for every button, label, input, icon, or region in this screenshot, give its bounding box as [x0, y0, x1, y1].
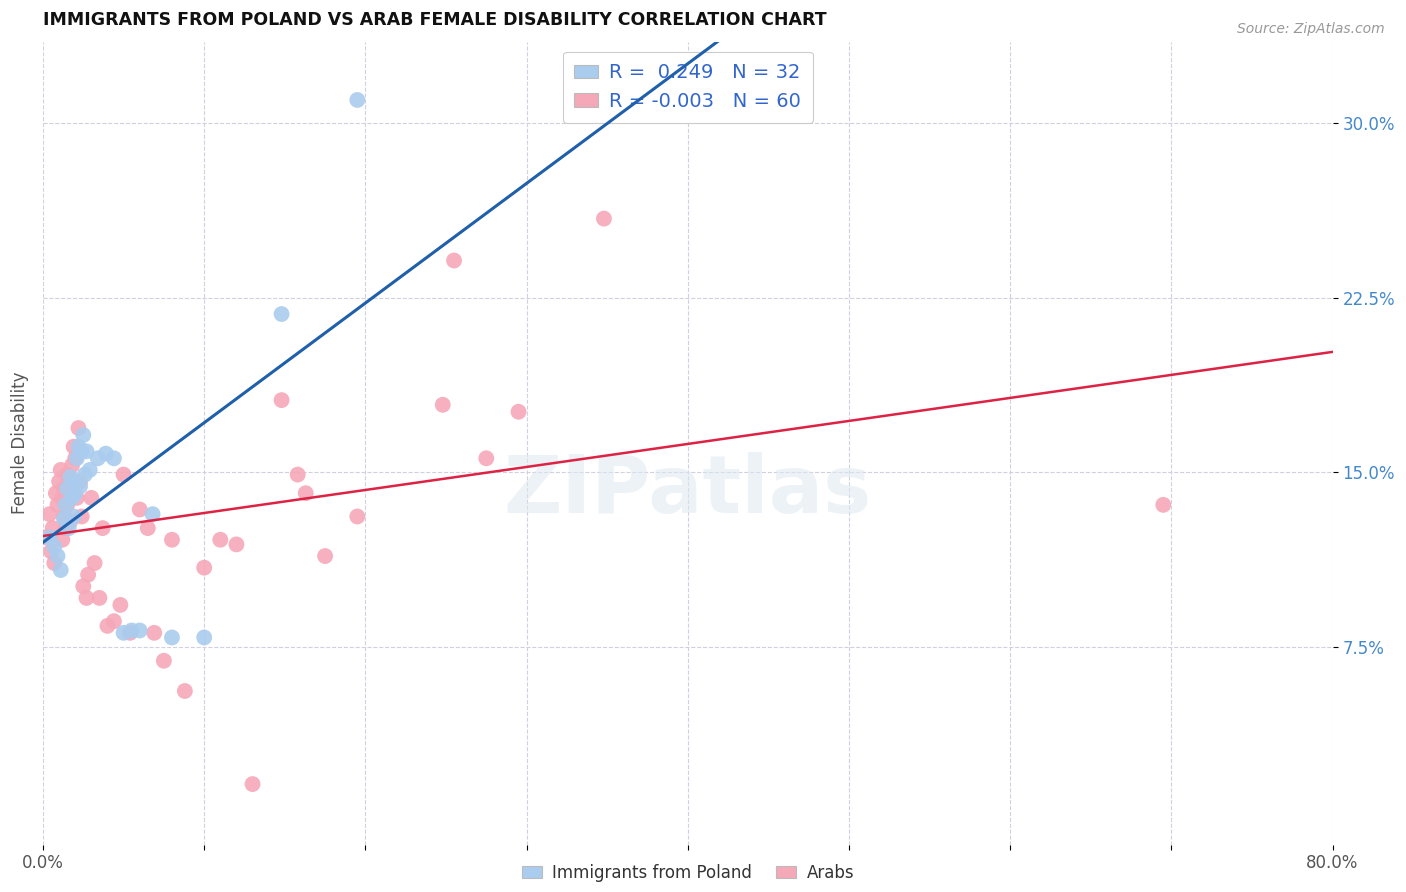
- Point: [110, 598, 132, 612]
- Point: [44, 556, 66, 570]
- Point: [270, 393, 292, 408]
- Point: [83, 556, 105, 570]
- Point: [96, 619, 118, 633]
- Point: [46, 549, 69, 563]
- Point: [60, 458, 83, 473]
- Point: [60, 486, 83, 500]
- Point: [58, 521, 80, 535]
- Point: [62, 509, 84, 524]
- Point: [65, 451, 87, 466]
- Point: [432, 398, 454, 412]
- Point: [346, 509, 368, 524]
- Text: ZIPatlas: ZIPatlas: [503, 452, 872, 531]
- Point: [77, 567, 100, 582]
- Point: [49, 463, 72, 477]
- Y-axis label: Female Disability: Female Disability: [11, 372, 30, 515]
- Point: [209, 533, 232, 547]
- Point: [48, 475, 70, 489]
- Point: [52, 509, 75, 524]
- Point: [76, 444, 98, 458]
- Point: [51, 533, 73, 547]
- Point: [45, 486, 67, 500]
- Point: [59, 514, 82, 528]
- Point: [112, 467, 135, 482]
- Point: [79, 463, 101, 477]
- Point: [76, 591, 98, 605]
- Point: [294, 486, 316, 500]
- Point: [173, 684, 195, 698]
- Point: [70, 444, 93, 458]
- Point: [41, 521, 63, 535]
- Point: [70, 509, 93, 524]
- Point: [87, 451, 110, 466]
- Point: [94, 447, 117, 461]
- Point: [60, 491, 83, 505]
- Point: [287, 467, 309, 482]
- Point: [153, 654, 176, 668]
- Point: [59, 470, 82, 484]
- Point: [128, 624, 150, 638]
- Point: [91, 521, 114, 535]
- Text: IMMIGRANTS FROM POLAND VS ARAB FEMALE DISABILITY CORRELATION CHART: IMMIGRANTS FROM POLAND VS ARAB FEMALE DI…: [44, 11, 827, 29]
- Point: [35, 530, 58, 544]
- Point: [593, 211, 616, 226]
- Point: [112, 625, 135, 640]
- Point: [314, 549, 336, 563]
- Point: [193, 560, 215, 574]
- Point: [38, 530, 60, 544]
- Point: [56, 482, 79, 496]
- Point: [103, 614, 125, 628]
- Point: [193, 631, 215, 645]
- Point: [51, 491, 73, 505]
- Point: [270, 307, 292, 321]
- Text: Source: ZipAtlas.com: Source: ZipAtlas.com: [1237, 22, 1385, 37]
- Point: [44, 540, 66, 554]
- Point: [67, 421, 90, 435]
- Point: [80, 491, 103, 505]
- Point: [46, 498, 69, 512]
- Point: [66, 491, 89, 505]
- Point: [52, 482, 75, 496]
- Point: [118, 625, 141, 640]
- Point: [72, 579, 94, 593]
- Point: [39, 544, 62, 558]
- Point: [128, 502, 150, 516]
- Point: [1152, 498, 1174, 512]
- Point: [225, 537, 247, 551]
- Point: [160, 533, 183, 547]
- Point: [69, 479, 91, 493]
- Point: [38, 507, 60, 521]
- Point: [121, 624, 143, 638]
- Point: [67, 440, 90, 454]
- Point: [56, 467, 79, 482]
- Point: [62, 440, 84, 454]
- Point: [443, 253, 465, 268]
- Point: [103, 451, 125, 466]
- Point: [55, 498, 77, 512]
- Point: [475, 451, 498, 466]
- Point: [55, 521, 77, 535]
- Point: [72, 428, 94, 442]
- Point: [136, 521, 159, 535]
- Point: [242, 777, 264, 791]
- Point: [160, 631, 183, 645]
- Point: [65, 475, 87, 489]
- Point: [69, 475, 91, 489]
- Point: [65, 475, 87, 489]
- Point: [142, 507, 165, 521]
- Legend: Immigrants from Poland, Arabs: Immigrants from Poland, Arabs: [515, 857, 860, 888]
- Point: [143, 625, 166, 640]
- Point: [49, 563, 72, 577]
- Point: [346, 93, 368, 107]
- Point: [56, 498, 79, 512]
- Point: [58, 491, 80, 505]
- Point: [52, 512, 75, 526]
- Point: [65, 486, 87, 500]
- Point: [508, 405, 530, 419]
- Point: [66, 451, 89, 466]
- Point: [73, 467, 96, 482]
- Point: [89, 591, 111, 605]
